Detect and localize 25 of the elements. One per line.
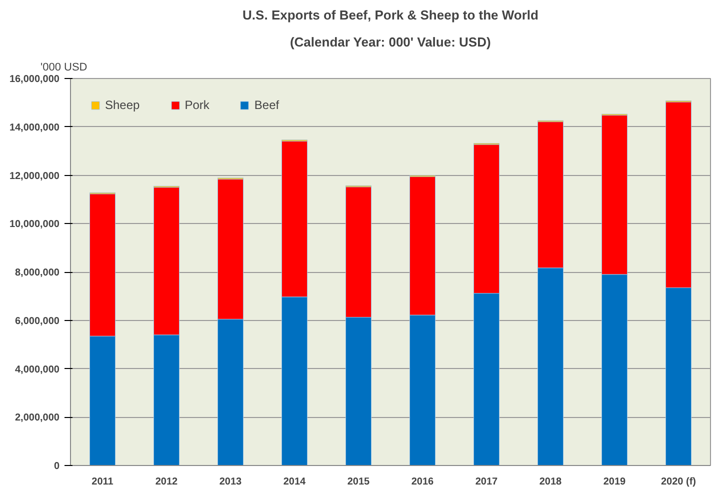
x-tick-label: 2013 xyxy=(219,476,242,488)
x-tick-label: 2017 xyxy=(475,476,498,488)
legend-label: Pork xyxy=(184,98,210,112)
y-tick-label: 12,000,000 xyxy=(9,170,60,182)
y-tick-label: 10,000,000 xyxy=(9,219,60,230)
legend-label: Beef xyxy=(254,98,280,112)
x-tick-label: 2020 (f) xyxy=(660,476,696,488)
x-tick-label: 2019 xyxy=(603,476,626,488)
y-tick-label: 4,000,000 xyxy=(15,364,60,376)
chart-subtitle: (Calendar Year: 000' Value: USD) xyxy=(290,34,491,50)
y-axis-title: '000 USD xyxy=(40,62,88,74)
y-tick-label: 8,000,000 xyxy=(15,268,60,278)
x-tick-label: 2016 xyxy=(411,476,434,488)
x-tick-label: 2018 xyxy=(539,476,562,488)
y-tick-label: 16,000,000 xyxy=(9,74,60,85)
y-tick-label: 2,000,000 xyxy=(15,412,60,424)
legend-label: Sheep xyxy=(105,98,140,112)
y-tick-label: 0 xyxy=(54,461,60,472)
x-tick-label: 2015 xyxy=(347,476,370,488)
y-tick-label: 6,000,000 xyxy=(15,316,60,327)
x-tick-label: 2011 xyxy=(92,476,114,488)
x-tick-label: 2012 xyxy=(155,476,178,488)
chart-title: U.S. Exports of Beef, Pork & Sheep to the World xyxy=(242,8,539,22)
x-tick-label: 2014 xyxy=(283,476,306,488)
y-tick-label: 14,000,000 xyxy=(9,122,60,134)
